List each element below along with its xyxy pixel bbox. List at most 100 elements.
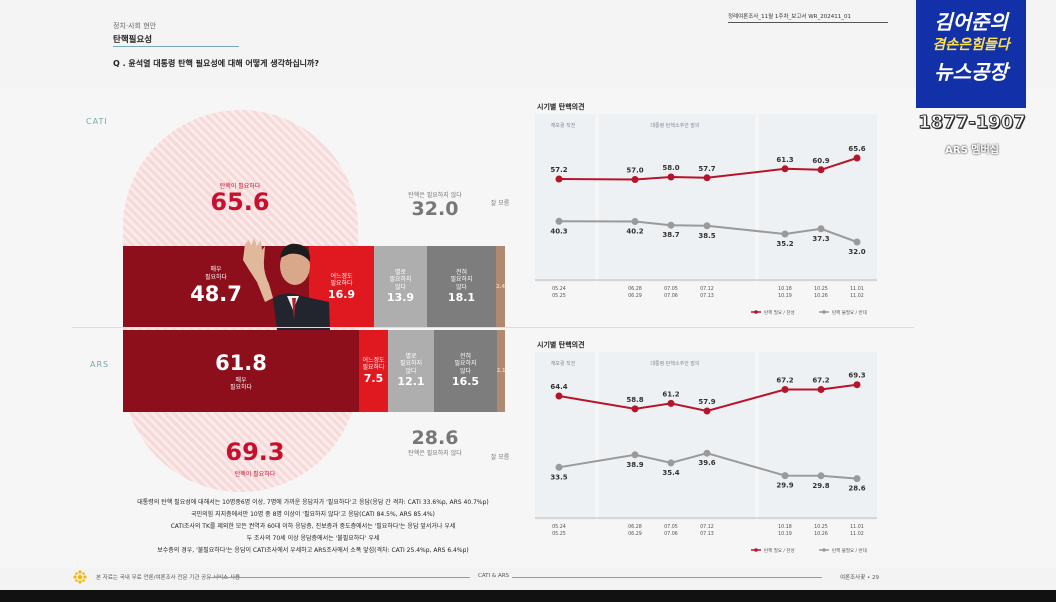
x-tick-label: 10.18 bbox=[778, 286, 792, 292]
data-point bbox=[781, 230, 789, 238]
data-label: 60.9 bbox=[812, 157, 829, 165]
x-tick-label: 06.29 bbox=[628, 293, 642, 299]
ars-segment-value: 7.5 bbox=[363, 371, 384, 385]
ars-segment-1: 61.8 매우 필요하다 bbox=[123, 330, 359, 412]
cati-segment-label: 전혀 필요하지 않다 bbox=[450, 268, 473, 291]
data-label: 57.9 bbox=[698, 398, 715, 406]
x-tick-label: 07.13 bbox=[700, 293, 714, 299]
data-label: 67.2 bbox=[776, 377, 793, 385]
note-1: 대통령의 탄핵 필요성에 대해서는 10명중6명 이상, 7명에 가까운 응답자… bbox=[137, 499, 489, 506]
ars-segment-value: 2.1 bbox=[496, 367, 506, 374]
x-tick-label: 05.24 bbox=[552, 286, 566, 292]
ars-segment-2: 어느정도 필요하다 7.5 bbox=[359, 330, 388, 412]
data-point bbox=[703, 174, 711, 182]
x-tick-label: 10.19 bbox=[778, 293, 792, 299]
cati-segment-value: 18.1 bbox=[447, 291, 476, 305]
data-point bbox=[631, 451, 639, 459]
ars-noneed-label: 탄핵은 필요하지 않다 bbox=[408, 450, 462, 457]
data-point bbox=[853, 238, 861, 246]
data-label: 39.6 bbox=[698, 459, 715, 467]
header-title: 탄핵필요성 bbox=[113, 35, 153, 45]
data-label: 61.3 bbox=[776, 156, 793, 164]
data-point bbox=[817, 166, 825, 174]
data-label: 65.6 bbox=[848, 145, 865, 153]
data-point bbox=[631, 218, 639, 225]
cati-noneed-value: 32.0 bbox=[411, 198, 459, 220]
x-tick-label: 11.01 bbox=[850, 524, 864, 530]
footer-rule-left bbox=[210, 577, 470, 578]
data-label: 38.7 bbox=[662, 231, 679, 239]
data-label: 37.3 bbox=[812, 235, 829, 243]
legend-marker bbox=[754, 548, 758, 552]
data-point bbox=[667, 459, 675, 467]
data-label: 58.0 bbox=[662, 164, 679, 172]
cati-noneed-label: 탄핵은 필요하지 않다 bbox=[408, 192, 462, 199]
x-tick-label: 05.25 bbox=[552, 293, 566, 299]
data-label: 38.5 bbox=[698, 232, 715, 240]
ars-segment-value: 12.1 bbox=[397, 375, 425, 389]
note-2: 국민의힘 지지층에서만 10명 중 8명 이상이 '필요하지 않다'고 응답(C… bbox=[191, 511, 435, 518]
period-panel-post bbox=[759, 114, 877, 282]
data-label: 40.2 bbox=[626, 228, 643, 236]
data-point bbox=[853, 475, 861, 483]
cati-segment-4: 전혀 필요하지 않다 18.1 bbox=[427, 246, 496, 328]
legend-label: 탄핵 불필요 / 반대 bbox=[832, 547, 867, 554]
header-category: 정치·사회 현안 bbox=[113, 22, 157, 30]
x-tick-label: 05.24 bbox=[552, 524, 566, 530]
period-panel-mid bbox=[599, 352, 755, 520]
legend-marker bbox=[822, 310, 826, 314]
ars-phone-number: 1877-1907 bbox=[918, 112, 1027, 134]
x-tick-label: 10.18 bbox=[778, 524, 792, 530]
data-point bbox=[631, 176, 639, 183]
x-tick-label: 07.12 bbox=[700, 524, 714, 530]
data-point bbox=[667, 221, 675, 229]
cati-segment-value: 2.4 bbox=[496, 283, 505, 290]
data-label: 69.3 bbox=[848, 372, 865, 380]
data-point bbox=[667, 173, 675, 181]
x-tick-label: 07.05 bbox=[664, 524, 678, 530]
period-panel-pre bbox=[535, 352, 595, 520]
x-tick-label: 07.06 bbox=[664, 293, 678, 299]
data-point bbox=[781, 472, 789, 480]
cati-segment-value: 48.7 bbox=[190, 282, 242, 307]
legend-marker bbox=[754, 310, 758, 314]
ars-segment-label: 어느정도 필요하다 bbox=[362, 356, 385, 372]
legend-label: 탄핵 필요 / 찬성 bbox=[764, 309, 795, 316]
report-underline bbox=[728, 22, 888, 23]
logo-line3: 뉴스공장 bbox=[934, 60, 1008, 84]
x-tick-label: 10.25 bbox=[814, 286, 828, 292]
x-tick-label: 11.01 bbox=[850, 286, 864, 292]
ars-membership-label: ARS 멤버십 bbox=[945, 145, 999, 156]
data-label: 28.6 bbox=[848, 485, 865, 493]
person-photo bbox=[243, 238, 330, 330]
data-label: 64.4 bbox=[550, 383, 567, 391]
cati-segment-label: 별로 필요하지 않다 bbox=[389, 268, 412, 291]
x-tick-label: 05.25 bbox=[552, 531, 566, 537]
legend-marker bbox=[822, 548, 826, 552]
ars-segment-value: 61.8 bbox=[215, 351, 267, 376]
legend-label: 탄핵 필요 / 찬성 bbox=[764, 547, 795, 554]
data-label: 58.8 bbox=[626, 396, 643, 404]
data-point bbox=[631, 405, 639, 413]
logo-line1: 김어준의 bbox=[934, 10, 1008, 34]
x-tick-label: 06.28 bbox=[628, 524, 642, 530]
data-point bbox=[853, 381, 861, 389]
period-panel-post bbox=[759, 352, 877, 520]
data-label: 57.7 bbox=[698, 165, 715, 173]
x-tick-label: 07.05 bbox=[664, 286, 678, 292]
data-label: 33.5 bbox=[550, 473, 567, 481]
ars-segment-4: 전혀 필요하지 않다 16.5 bbox=[434, 330, 497, 412]
data-point bbox=[555, 217, 563, 225]
data-point bbox=[817, 472, 825, 480]
ars-stacked-bar: 61.8 매우 필요하다 어느정도 필요하다 7.5 별로 필요하지 않다 12.1 전혀 … bbox=[123, 330, 505, 412]
data-label: 32.0 bbox=[848, 248, 865, 256]
data-point bbox=[555, 463, 563, 471]
footer-rule-right bbox=[512, 577, 822, 578]
chart2-title: 시기별 탄핵의견 bbox=[537, 341, 585, 349]
page-header: 정치·사회 현안 탄핵필요성 Q . 윤석열 대통령 탄핵 필요성에 대해 어떻… bbox=[0, 0, 1056, 88]
x-tick-label: 07.12 bbox=[700, 286, 714, 292]
data-label: 29.9 bbox=[776, 482, 793, 490]
x-tick-label: 07.06 bbox=[664, 531, 678, 537]
data-point bbox=[781, 165, 789, 173]
